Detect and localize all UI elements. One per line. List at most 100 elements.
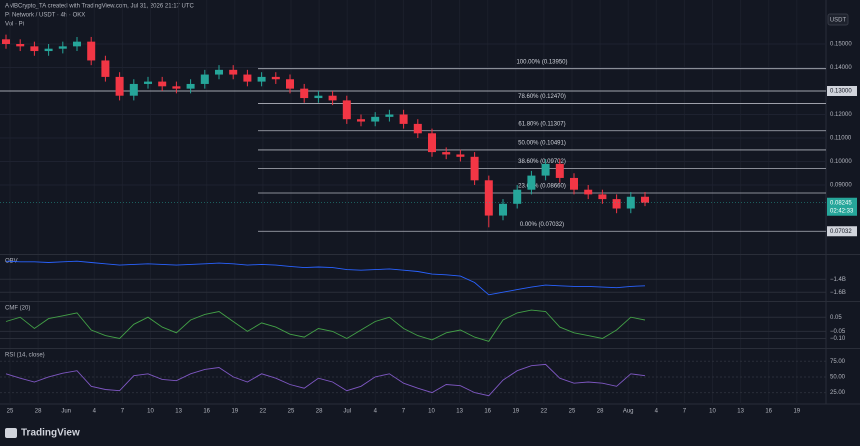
candle-body (115, 76, 124, 96)
indicator-name: CMF (20) (5, 306, 30, 312)
x-tick-label: 16 (203, 409, 210, 415)
x-tick-label: 28 (316, 409, 323, 415)
credit: AMBCrypto_TA created with TradingView.co… (5, 4, 195, 10)
candle-body (101, 60, 110, 77)
candle-body (172, 86, 181, 89)
y-tick-label: 0.10000 (830, 159, 852, 165)
candle-body (399, 114, 408, 124)
x-tick-label: 25 (288, 409, 295, 415)
candle-body (428, 133, 436, 153)
currency-button[interactable] (827, 13, 849, 26)
candle-body (413, 123, 422, 134)
x-tick-label: 25 (569, 409, 576, 415)
candle-body (513, 189, 522, 204)
x-tick-label: 7 (402, 409, 406, 415)
candle-body (484, 180, 493, 216)
candle-body (58, 46, 67, 49)
candle-body (371, 116, 380, 122)
fib-label: 78.60% (0.12470) (518, 94, 566, 100)
x-tick-label: 10 (709, 409, 716, 415)
x-tick-label: 22 (260, 409, 267, 415)
hline-label: 0.13000 (830, 89, 852, 95)
indicator-tick-label: −1.6B (830, 290, 846, 296)
candle-body (555, 163, 564, 178)
candle-body (342, 100, 351, 120)
indicator-tick-label: −0.05 (830, 329, 846, 335)
candle-body (641, 196, 649, 203)
x-tick-label: 4 (655, 409, 659, 415)
candle-body (584, 189, 593, 195)
x-tick-label: 25 (7, 409, 14, 415)
candle-body (527, 175, 536, 190)
candle-body (442, 152, 451, 155)
candle-body (612, 199, 621, 209)
candle-body (598, 194, 607, 200)
candle-body (44, 48, 53, 52)
candle-body (229, 69, 238, 75)
candle-body (186, 83, 195, 89)
fib-label: 38.60% (0.09702) (518, 159, 566, 165)
x-tick-label: 22 (541, 409, 548, 415)
y-tick-label: 0.15000 (830, 42, 852, 48)
candle-body (314, 95, 323, 99)
indicator-tick-label: 0.05 (830, 315, 842, 321)
candle-body (129, 83, 138, 96)
y-tick-label: 0.09000 (830, 183, 852, 189)
fib-label: 0.00% (0.07032) (520, 222, 564, 228)
candle-body (257, 76, 266, 82)
candle-body (16, 44, 25, 47)
x-tick-label: 13 (737, 409, 744, 415)
x-tick-label: 16 (484, 409, 491, 415)
y-tick-label: 0.11000 (830, 136, 852, 142)
candle-body (570, 177, 578, 190)
brand: TradingView (21, 428, 80, 439)
candle-body (470, 156, 479, 181)
x-tick-label: Jul (343, 409, 351, 415)
x-tick-label: Aug (623, 409, 634, 415)
candle-body (200, 74, 209, 84)
x-tick-label: 13 (456, 409, 463, 415)
x-tick-label: 13 (175, 409, 182, 415)
candle-body (87, 41, 96, 61)
x-tick-label: Jun (61, 409, 71, 415)
candle-body (158, 81, 167, 87)
x-tick-label: 10 (428, 409, 435, 415)
indicator-tick-label: −0.10 (830, 336, 846, 342)
candle-body (499, 203, 507, 216)
x-tick-label: 28 (597, 409, 604, 415)
fib-label: 23.60% (0.08660) (518, 184, 566, 190)
candle-body (357, 119, 365, 122)
volume-label: Vol · Pi (5, 22, 24, 28)
fib-axis-box (827, 226, 857, 237)
indicator-tick-label: 25.00 (830, 390, 846, 396)
indicator-tick-label: 75.00 (830, 359, 846, 365)
last-price-label: 0.08245 (830, 200, 852, 206)
x-tick-label: 7 (121, 409, 125, 415)
countdown: 02:42:33 (830, 208, 854, 214)
currency[interactable]: USDT (830, 18, 847, 24)
indicator-line (5, 309, 646, 342)
x-tick-label: 19 (512, 409, 519, 415)
candle-body (243, 74, 252, 82)
price-label-box (827, 86, 857, 96)
candle-body (2, 39, 10, 44)
candle-body (385, 114, 394, 117)
x-tick-label: 4 (93, 409, 97, 415)
x-tick-label: 4 (374, 409, 378, 415)
last-price-box (827, 197, 857, 216)
fib-label: 100.00% (0.13950) (516, 59, 567, 65)
logo-icon (5, 428, 17, 438)
y-tick-label: 0.12000 (830, 112, 852, 118)
symbol-title: Pi Network / USDT · 4h · OKX (5, 13, 85, 19)
candle-body (541, 163, 550, 176)
candle-body (271, 76, 280, 80)
candle-body (300, 88, 309, 99)
x-tick-label: 19 (231, 409, 238, 415)
candle-body (73, 41, 81, 47)
x-tick-label: 7 (683, 409, 687, 415)
fib-axis-label: 0.07032 (830, 229, 852, 235)
candle-body (456, 154, 465, 157)
indicator-line (5, 363, 646, 397)
